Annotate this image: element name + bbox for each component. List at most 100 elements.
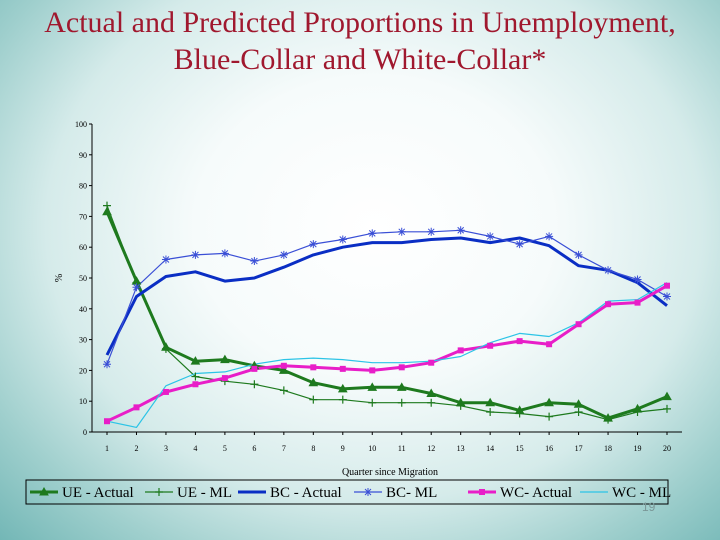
- y-tick-label: 60: [79, 243, 87, 252]
- data-point: [369, 367, 376, 374]
- data-point: [250, 380, 259, 389]
- data-point: [338, 395, 347, 404]
- data-point: [634, 299, 641, 306]
- series-line-1: [105, 211, 668, 420]
- x-tick-label: 9: [341, 444, 345, 453]
- data-point: [339, 365, 346, 372]
- legend-marker: [479, 489, 485, 495]
- y-tick-label: 50: [79, 274, 87, 283]
- data-point: [664, 282, 670, 289]
- data-point: [397, 398, 406, 407]
- data-point: [337, 383, 348, 393]
- data-point: [398, 364, 405, 371]
- series-markers: [102, 201, 672, 425]
- legend-label: UE - Actual: [62, 485, 134, 501]
- x-tick-label: 19: [634, 444, 642, 453]
- data-point: [161, 255, 170, 264]
- data-point: [633, 407, 642, 416]
- data-point: [486, 232, 495, 241]
- data-point: [574, 407, 583, 416]
- data-point: [633, 275, 642, 284]
- data-point: [396, 382, 407, 391]
- data-point: [280, 362, 287, 369]
- x-tick-label: 17: [575, 444, 583, 453]
- series-lines: [105, 205, 668, 428]
- x-tick-label: 7: [282, 444, 286, 453]
- x-tick-label: 10: [368, 444, 376, 453]
- data-point: [220, 354, 230, 364]
- x-axis-title: Quarter since Migration: [342, 467, 438, 478]
- data-point: [103, 360, 111, 369]
- data-point: [545, 232, 554, 241]
- data-point: [309, 240, 318, 249]
- data-point: [368, 229, 377, 238]
- data-point: [573, 399, 584, 408]
- data-point: [103, 201, 111, 210]
- data-point: [546, 341, 553, 348]
- series-line-3: [105, 236, 668, 356]
- x-tick-label: 4: [193, 444, 197, 453]
- data-point: [161, 344, 170, 353]
- x-tick-label: 5: [223, 444, 227, 453]
- series-line-4: [106, 229, 668, 365]
- series-line-2: [106, 205, 668, 421]
- data-point: [516, 338, 523, 345]
- data-point: [662, 391, 672, 401]
- data-point: [102, 206, 112, 216]
- legend-label: BC - Actual: [270, 485, 342, 501]
- x-tick-label: 1: [105, 444, 109, 453]
- legend-label: WC - ML: [612, 485, 671, 501]
- data-point: [427, 227, 436, 236]
- x-tick-label: 13: [457, 444, 465, 453]
- y-tick-label: 0: [83, 428, 87, 437]
- x-tick-label: 18: [604, 444, 612, 453]
- x-tick-label: 20: [663, 444, 671, 453]
- data-point: [191, 372, 200, 381]
- data-point: [456, 226, 465, 235]
- legend-label: WC- Actual: [500, 485, 572, 501]
- data-point: [663, 292, 671, 301]
- data-point: [515, 240, 524, 249]
- data-point: [426, 388, 437, 397]
- data-point: [605, 301, 612, 308]
- data-point: [663, 404, 671, 413]
- data-point: [485, 397, 496, 407]
- legend-marker: [155, 488, 163, 496]
- data-point: [251, 365, 258, 372]
- y-tick-label: 20: [79, 366, 87, 375]
- x-tick-label: 12: [427, 444, 435, 453]
- data-point: [221, 375, 228, 382]
- data-point: [132, 283, 141, 292]
- legend-box: [25, 479, 669, 505]
- x-tick-label: 3: [164, 444, 168, 453]
- data-point: [104, 418, 110, 425]
- data-point: [457, 347, 464, 354]
- data-point: [278, 365, 289, 374]
- x-tick-label: 6: [252, 444, 256, 453]
- x-tick-label: 11: [398, 444, 406, 453]
- data-point: [308, 377, 319, 387]
- legend-marker: [364, 488, 372, 496]
- data-point: [220, 249, 229, 258]
- x-tick-label: 14: [486, 444, 494, 453]
- data-point: [279, 386, 288, 395]
- data-point: [279, 250, 288, 259]
- data-point: [192, 381, 199, 388]
- data-point: [515, 409, 524, 418]
- series-line-6: [106, 282, 668, 428]
- slide-title: Actual and Predicted Proportions in Unem…: [44, 6, 676, 76]
- data-point: [162, 388, 169, 395]
- legend-label: BC- ML: [386, 485, 437, 501]
- y-tick-label: 30: [79, 336, 87, 345]
- data-point: [310, 364, 317, 371]
- y-tick-label: 70: [79, 212, 87, 221]
- data-point: [250, 257, 259, 266]
- data-point: [574, 250, 583, 259]
- data-point: [368, 398, 377, 407]
- series-line-5: [106, 284, 668, 423]
- data-point: [309, 395, 318, 404]
- legend-marker: [39, 486, 49, 496]
- y-tick-label: 80: [79, 182, 87, 191]
- y-tick-label: 100: [75, 120, 87, 129]
